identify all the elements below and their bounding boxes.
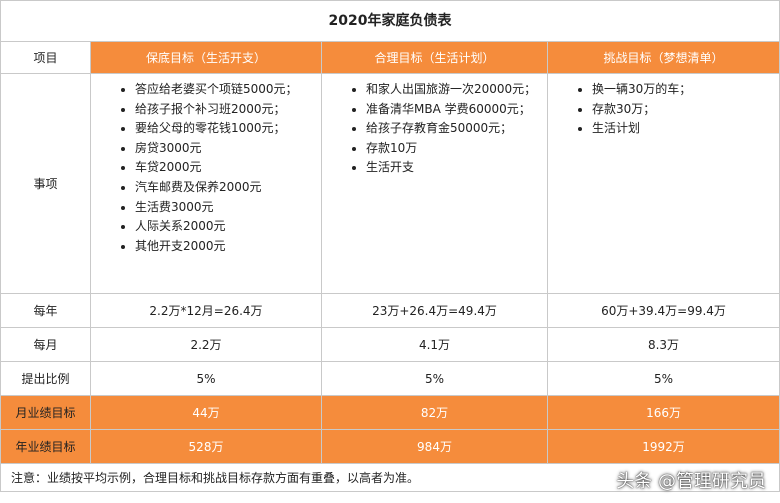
items-cell-challenge: 换一辆30万的车；存款30万；生活计划: [546, 73, 780, 294]
header-baseline-goal: 保底目标（生活开支）: [90, 41, 322, 74]
items-cell-reasonable: 和家人出国旅游一次20000元；准备清华MBA 学费60000元；给孩子存教育金…: [321, 73, 548, 294]
yearly-label: 每年: [0, 293, 91, 328]
list-item: 给孩子报个补习班2000元；: [135, 100, 321, 120]
monthly-value: 4.1万: [321, 327, 548, 362]
ratio-label: 提出比例: [0, 361, 91, 396]
yearly-target-label: 年业绩目标: [0, 429, 91, 464]
ratio-value: 5%: [546, 361, 780, 396]
page-title: 2020年家庭负债表: [0, 0, 780, 42]
monthly-row: 每月 2.2万 4.1万 8.3万: [0, 327, 780, 362]
monthly-value: 8.3万: [546, 327, 780, 362]
list-item: 答应给老婆买个项链5000元；: [135, 80, 321, 100]
yearly-target-value: 1992万: [546, 429, 780, 464]
list-item: 其他开支2000元: [135, 237, 321, 257]
yearly-target-row: 年业绩目标 528万 984万 1992万: [0, 429, 780, 464]
ratio-row: 提出比例 5% 5% 5%: [0, 361, 780, 396]
yearly-target-value: 984万: [321, 429, 548, 464]
items-label: 事项: [0, 73, 91, 294]
yearly-target-value: 528万: [90, 429, 322, 464]
list-item: 存款10万: [366, 139, 547, 159]
header-challenge-goal: 挑战目标（梦想清单）: [546, 41, 780, 74]
monthly-target-row: 月业绩目标 44万 82万 166万: [0, 395, 780, 430]
header-item-label: 项目: [0, 41, 91, 74]
item-list-reasonable: 和家人出国旅游一次20000元；准备清华MBA 学费60000元；给孩子存教育金…: [322, 74, 547, 178]
list-item: 换一辆30万的车；: [592, 80, 779, 100]
yearly-value: 2.2万*12月=26.4万: [90, 293, 322, 328]
note-row: 注意：业绩按平均示例，合理目标和挑战目标存款方面有重叠，以高者为准。: [0, 463, 780, 492]
list-item: 存款30万；: [592, 100, 779, 120]
items-row: 事项 答应给老婆买个项链5000元；给孩子报个补习班2000元；要给父母的零花钱…: [0, 73, 780, 294]
list-item: 给孩子存教育金50000元；: [366, 119, 547, 139]
monthly-target-value: 82万: [321, 395, 548, 430]
item-list-baseline: 答应给老婆买个项链5000元；给孩子报个补习班2000元；要给父母的零花钱100…: [91, 74, 321, 256]
monthly-target-value: 166万: [546, 395, 780, 430]
item-list-challenge: 换一辆30万的车；存款30万；生活计划: [548, 74, 779, 139]
header-row: 项目 保底目标（生活开支） 合理目标（生活计划） 挑战目标（梦想清单）: [0, 41, 780, 74]
list-item: 车贷2000元: [135, 158, 321, 178]
debt-table: 2020年家庭负债表 项目 保底目标（生活开支） 合理目标（生活计划） 挑战目标…: [0, 0, 780, 492]
note-text: 注意：业绩按平均示例，合理目标和挑战目标存款方面有重叠，以高者为准。: [0, 463, 780, 492]
yearly-value: 23万+26.4万=49.4万: [321, 293, 548, 328]
list-item: 生活开支: [366, 158, 547, 178]
monthly-target-label: 月业绩目标: [0, 395, 91, 430]
list-item: 生活费3000元: [135, 198, 321, 218]
list-item: 和家人出国旅游一次20000元；: [366, 80, 547, 100]
list-item: 准备清华MBA 学费60000元；: [366, 100, 547, 120]
watermark-text: 头条 @管理研究员: [616, 471, 766, 492]
list-item: 汽车邮费及保养2000元: [135, 178, 321, 198]
monthly-value: 2.2万: [90, 327, 322, 362]
items-cell-baseline: 答应给老婆买个项链5000元；给孩子报个补习班2000元；要给父母的零花钱100…: [90, 73, 322, 294]
yearly-row: 每年 2.2万*12月=26.4万 23万+26.4万=49.4万 60万+39…: [0, 293, 780, 328]
list-item: 要给父母的零花钱1000元；: [135, 119, 321, 139]
monthly-label: 每月: [0, 327, 91, 362]
list-item: 房贷3000元: [135, 139, 321, 159]
ratio-value: 5%: [321, 361, 548, 396]
monthly-target-value: 44万: [90, 395, 322, 430]
ratio-value: 5%: [90, 361, 322, 396]
list-item: 人际关系2000元: [135, 217, 321, 237]
yearly-value: 60万+39.4万=99.4万: [546, 293, 780, 328]
header-reasonable-goal: 合理目标（生活计划）: [321, 41, 548, 74]
list-item: 生活计划: [592, 119, 779, 139]
